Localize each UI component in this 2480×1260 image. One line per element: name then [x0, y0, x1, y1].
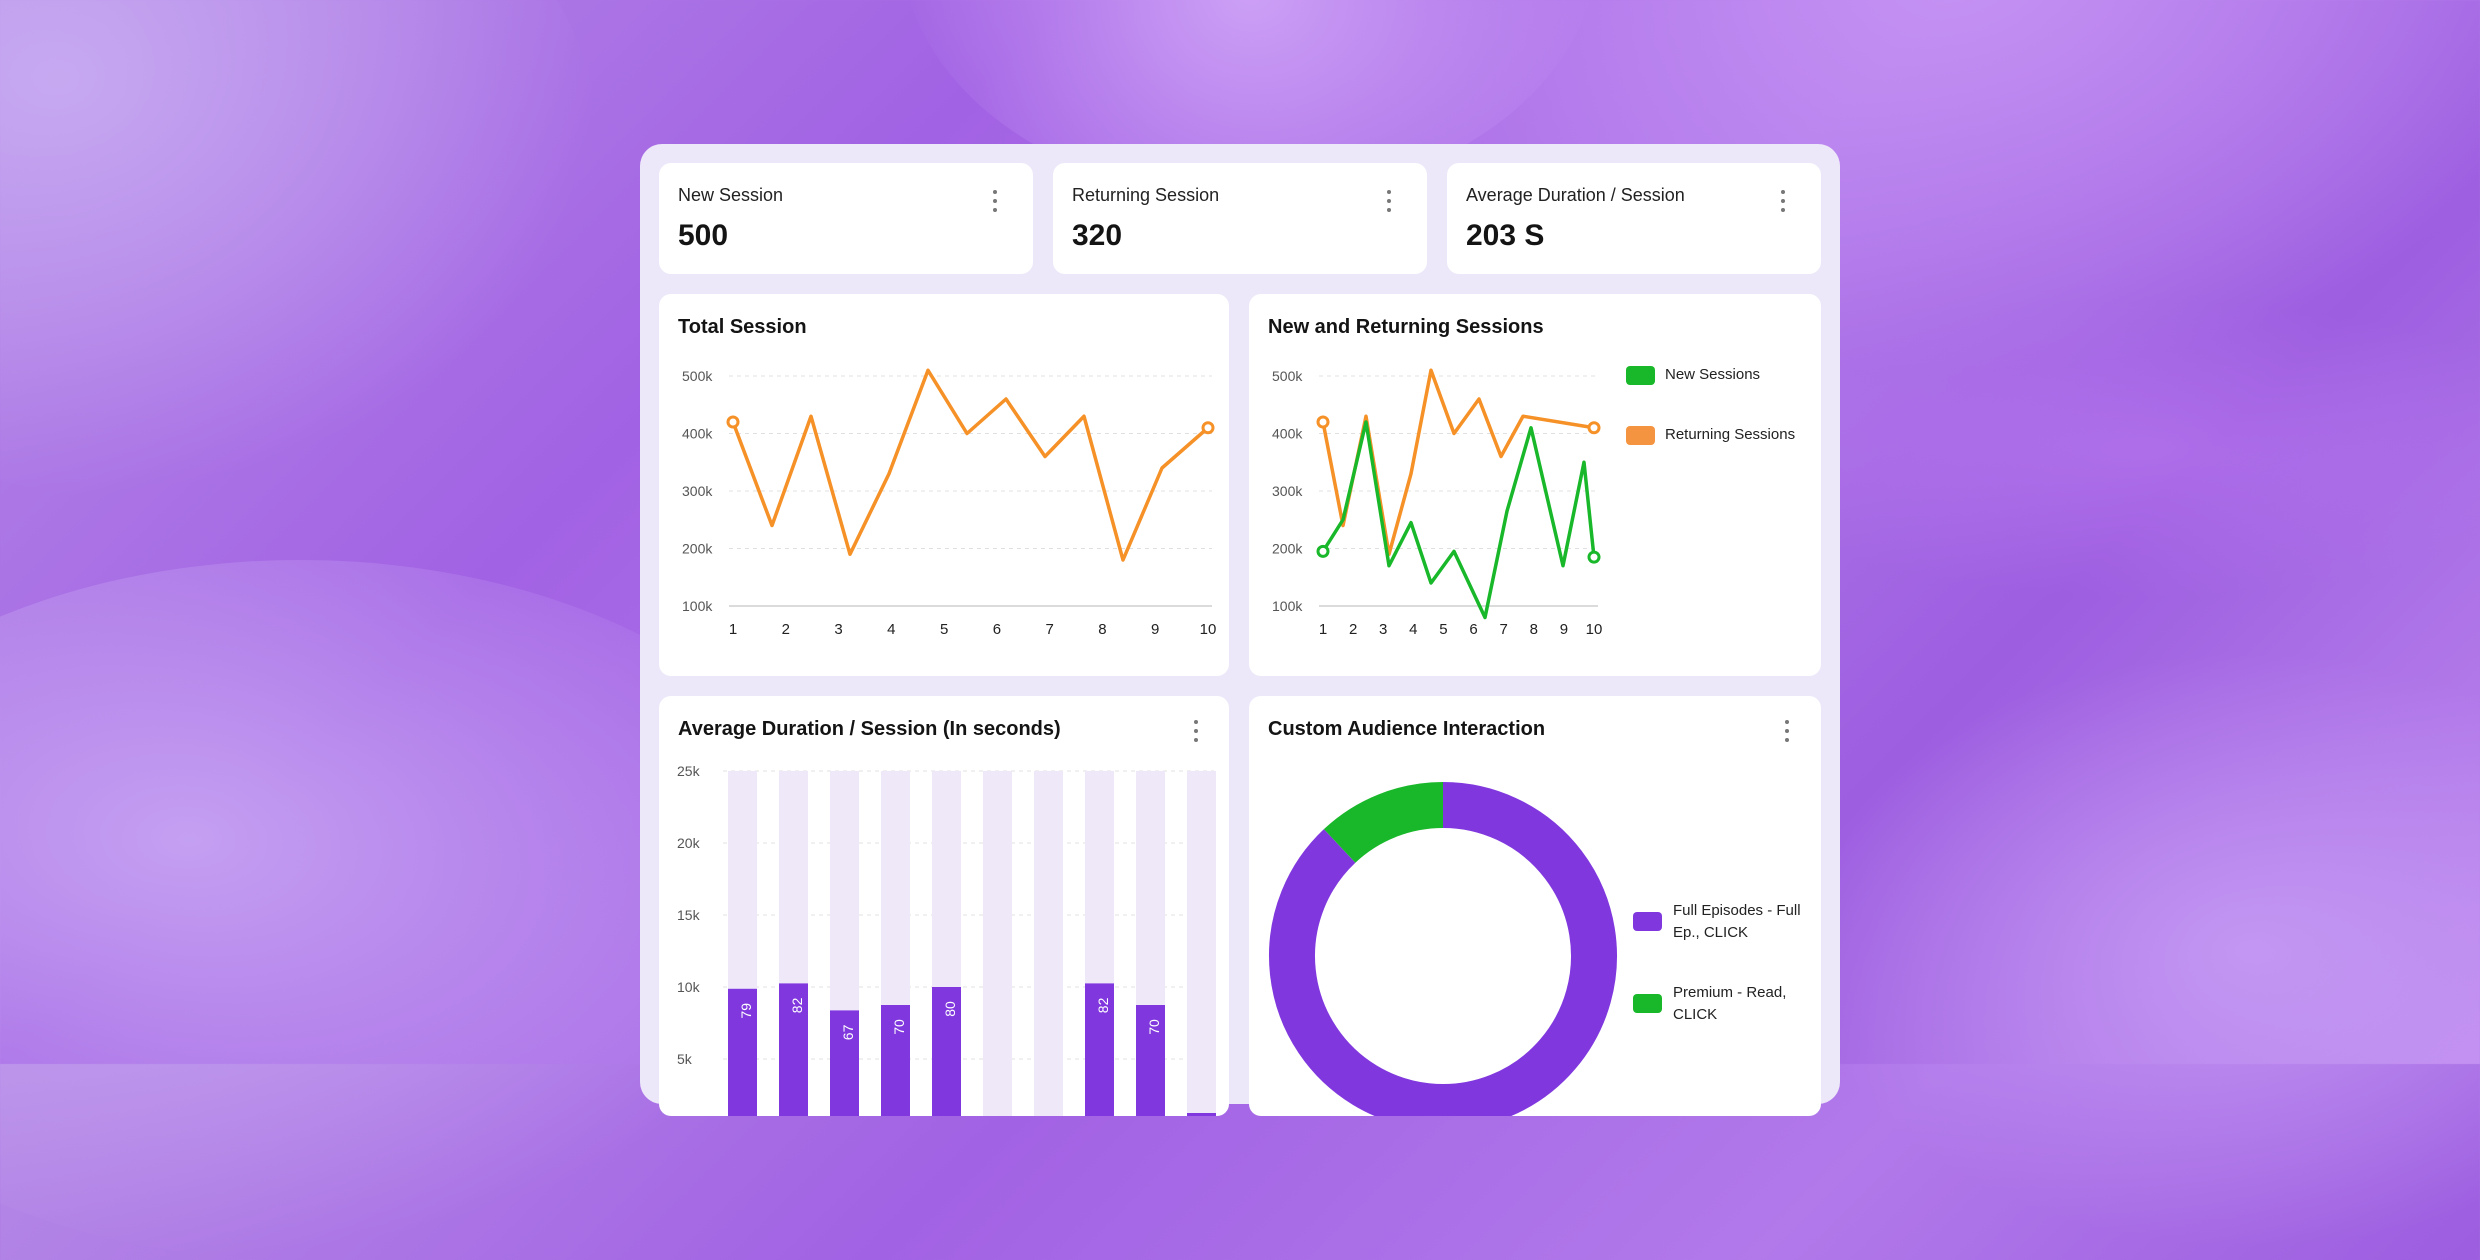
x-tick-label: 3 [834, 621, 842, 638]
bar-label: 80 [942, 1001, 958, 1017]
data-point [1587, 550, 1601, 564]
legend-swatch-full-episodes [1633, 912, 1662, 931]
avg-duration-card: Average Duration / Session (In seconds) … [659, 696, 1229, 1116]
legend-swatch-new [1626, 366, 1655, 385]
more-options-icon[interactable] [993, 190, 997, 212]
y-tick-label: 25k [677, 763, 701, 779]
x-tick-label: 9 [1560, 621, 1568, 638]
y-tick-label: 400k [1272, 426, 1303, 442]
x-tick-label: 2 [782, 621, 790, 638]
bar-background [1034, 771, 1063, 1116]
x-tick-label: 1 [729, 621, 737, 638]
stat-label: Returning Session [1072, 185, 1220, 205]
legend-label-new: New Sessions [1665, 366, 1761, 383]
x-tick-label: 4 [1409, 621, 1417, 638]
legend-swatch-premium [1633, 994, 1662, 1013]
bar-label: 70 [1146, 1019, 1162, 1035]
y-tick-label: 15k [677, 907, 701, 923]
stat-value: 500 [678, 219, 729, 252]
x-tick-label: 5 [1439, 621, 1447, 638]
total-session-card: Total Session 500k 400k 300k 200k 100k 1 2 3 4 5 6… [659, 294, 1229, 676]
bar-label: 79 [738, 1003, 754, 1019]
x-tick-label: 8 [1530, 621, 1538, 638]
stat-value: 203 S [1466, 219, 1545, 252]
x-tick-label: 10 [1200, 621, 1217, 638]
x-tick-label: 1 [1319, 621, 1327, 638]
audience-card: Custom Audience Interaction Full Episode… [1249, 696, 1821, 1116]
donut-slice-full-episodes [1269, 782, 1617, 1116]
bar-background [983, 771, 1012, 1116]
total-session-chart: 500k 400k 300k 200k 100k 1 2 3 4 5 6 7 8 9 10 [682, 368, 1217, 638]
y-tick-label: 400k [682, 426, 713, 442]
y-tick-label: 5k [677, 1051, 693, 1067]
legend-label-full-episodes: Full Episodes - Full Ep., CLICK [1673, 902, 1801, 941]
bar-background [1187, 771, 1216, 1116]
data-point [1587, 421, 1601, 435]
legend-label-returning: Returning Sessions [1665, 426, 1796, 443]
y-tick-label: 20k [677, 835, 701, 851]
stat-label: New Session [678, 185, 784, 205]
new-returning-card: New and Returning Sessions 500k 400k 300k 2… [1249, 294, 1821, 676]
data-point [726, 415, 740, 429]
x-tick-label: 9 [1151, 621, 1159, 638]
legend-swatch-returning [1626, 426, 1655, 445]
more-options-icon[interactable] [1387, 190, 1391, 212]
bar [1187, 1113, 1216, 1116]
x-tick-label: 10 [1586, 621, 1603, 638]
dashboard-panel: New Session 500 Returning Session 320 Av… [640, 144, 1840, 1116]
y-tick-label: 300k [682, 483, 713, 499]
more-options-icon[interactable] [1194, 720, 1198, 742]
y-tick-label: 500k [682, 368, 713, 384]
x-tick-label: 6 [1469, 621, 1477, 638]
more-options-icon[interactable] [1785, 720, 1789, 742]
y-tick-label: 300k [1272, 483, 1303, 499]
x-tick-label: 7 [1499, 621, 1507, 638]
bar-label: 82 [1095, 997, 1111, 1013]
donut-slice-premium [1323, 782, 1444, 864]
bar-label: 82 [789, 997, 805, 1013]
data-point [1201, 421, 1215, 435]
y-tick-label: 10k [677, 979, 701, 995]
x-tick-label: 7 [1045, 621, 1053, 638]
card-title: Total Session [678, 316, 807, 338]
new-returning-chart: 500k 400k 300k 200k 100k 1 2 3 4 5 6 7 8 9 10 [1272, 368, 1603, 638]
card-title: New and Returning Sessions [1268, 316, 1544, 338]
data-point [1316, 544, 1330, 558]
more-options-icon[interactable] [1781, 190, 1785, 212]
y-tick-label: 500k [1272, 368, 1303, 384]
x-tick-label: 6 [993, 621, 1001, 638]
series-line-new-sessions [1321, 420, 1596, 620]
x-tick-label: 5 [940, 621, 948, 638]
x-tick-label: 2 [1349, 621, 1357, 638]
x-tick-label: 8 [1098, 621, 1106, 638]
series-line-total-session [731, 368, 1210, 562]
y-tick-label: 200k [682, 541, 713, 557]
stat-value: 320 [1072, 219, 1123, 252]
legend-label-premium: Premium - Read, CLICK [1673, 984, 1787, 1023]
y-tick-label: 200k [1272, 541, 1303, 557]
y-tick-label: 100k [1272, 598, 1303, 614]
bar-label: 67 [840, 1024, 856, 1040]
stat-card-average-duration: Average Duration / Session 203 S [1447, 163, 1821, 274]
audience-donut-chart [1269, 782, 1617, 1116]
card-title: Custom Audience Interaction [1268, 718, 1546, 740]
y-tick-label: 100k [682, 598, 713, 614]
bar-label: 70 [891, 1019, 907, 1035]
x-tick-label: 3 [1379, 621, 1387, 638]
stat-card-returning-session: Returning Session 320 [1053, 163, 1427, 274]
stat-card-new-session: New Session 500 [659, 163, 1033, 274]
data-point [1316, 415, 1330, 429]
x-tick-label: 4 [887, 621, 895, 638]
stat-label: Average Duration / Session [1466, 185, 1685, 205]
avg-duration-chart: 25k20k15k10k5k7982677080827010 [677, 763, 1216, 1116]
card-title: Average Duration / Session (In seconds) [678, 718, 1061, 740]
